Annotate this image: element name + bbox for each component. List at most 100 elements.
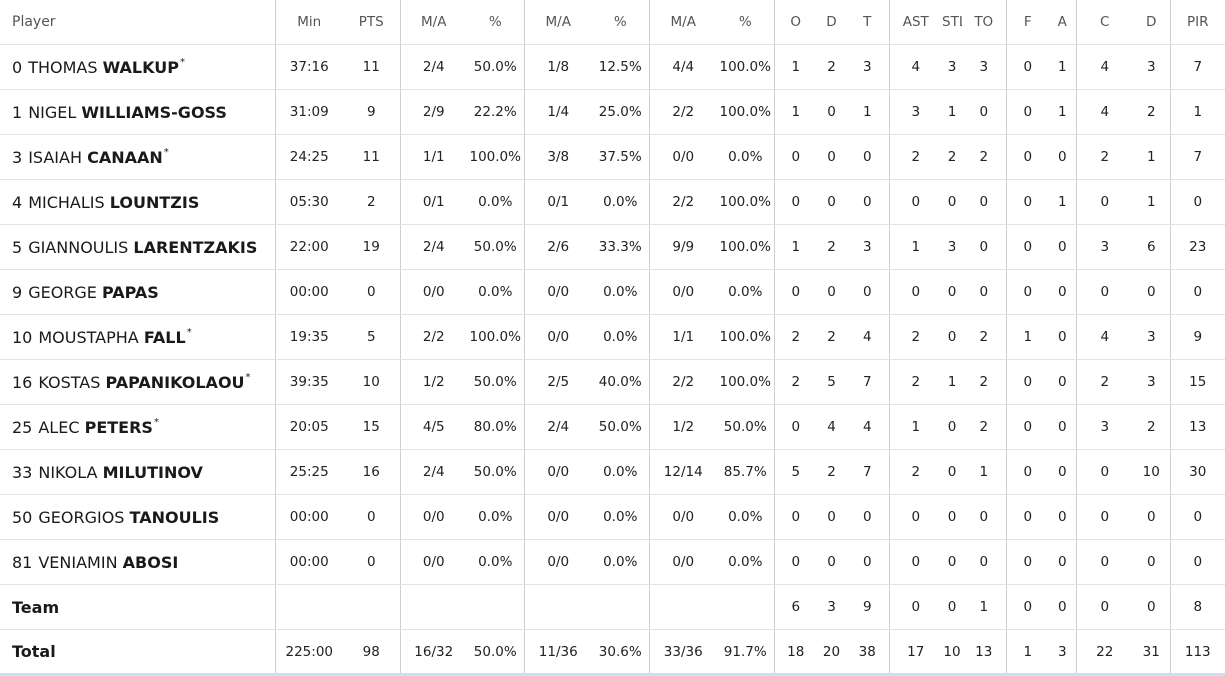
blocks-against-cell: 0 [1049,584,1077,630]
player-name-cell[interactable]: 4 MICHALIS LOUNTZIS [0,179,276,225]
player-last-name: PAPAS [102,282,159,302]
3pt-percent-cell [592,584,650,630]
2pt-percent-cell: 80.0% [467,404,525,450]
player-row[interactable]: 10 MOUSTAPHA FALL* 19:35 5 2/2 100.0% 0/0 0.0% 1… [0,314,1225,360]
turnovers-cell: 2 [962,359,1007,405]
header-turnovers[interactable]: TO [962,0,1007,45]
header-2pt-made-attempted[interactable]: M/A [400,0,467,45]
pir-cell: 7 [1170,44,1225,90]
player-row[interactable]: 33 NIKOLA MILUTINOV 25:25 16 2/4 50.0% 0/0 0.0%… [0,449,1225,495]
offensive-rebounds-cell: 0 [774,179,817,225]
header-pts[interactable]: PTS [343,0,401,45]
3pt-made-attempted-cell: 0/0 [524,539,592,585]
ft-percent-cell: 50.0% [717,404,775,450]
ft-made-attempted-cell: 33/36 [649,629,717,676]
points-cell: 15 [343,404,401,450]
2pt-percent-cell: 0.0% [467,494,525,540]
3pt-made-attempted-cell: 3/8 [524,134,592,180]
defensive-rebounds-cell: 0 [817,269,846,315]
assists-cell: 2 [889,449,942,495]
2pt-made-attempted-cell: 0/1 [400,179,467,225]
header-steals[interactable]: STL [942,0,962,45]
player-first-name: NIGEL [28,102,77,122]
defensive-rebounds-cell: 0 [817,89,846,135]
fouls-drawn-cell: 3 [1133,359,1171,405]
header-blocks-against[interactable]: A [1049,0,1077,45]
header-fouls-drawn[interactable]: D [1133,0,1171,45]
turnovers-cell: 2 [962,314,1007,360]
player-row[interactable]: 25 ALEC PETERS* 20:05 15 4/5 80.0% 2/4 50.0% 1/2… [0,404,1225,450]
2pt-percent-cell: 0.0% [467,269,525,315]
player-name-cell[interactable]: 33 NIKOLA MILUTINOV [0,449,276,495]
assists-cell: 0 [889,269,942,315]
fouls-committed-cell: 3 [1076,224,1133,270]
2pt-percent-cell [467,584,525,630]
player-row[interactable]: 50 GEORGIOS TANOULIS 00:00 0 0/0 0.0% 0/0 0.0% 0… [0,494,1225,540]
offensive-rebounds-cell: 1 [774,89,817,135]
3pt-percent-cell: 12.5% [592,44,650,90]
minutes-cell: 20:05 [275,404,343,450]
header-fouls-committed[interactable]: C [1076,0,1133,45]
blocks-against-cell: 0 [1049,359,1077,405]
fouls-committed-cell: 4 [1076,44,1133,90]
header-min[interactable]: Min [275,0,343,45]
ft-percent-cell: 0.0% [717,269,775,315]
player-row[interactable]: 81 VENIAMIN ABOSI 00:00 0 0/0 0.0% 0/0 0.0% 0/0 0… [0,539,1225,585]
header-player[interactable]: Player [0,0,276,45]
player-row[interactable]: 5 GIANNOULIS LARENTZAKIS 22:00 19 2/4 50.0% 2/… [0,224,1225,270]
player-name-cell[interactable]: 5 GIANNOULIS LARENTZAKIS [0,224,276,270]
header-rebounds-total[interactable]: T [846,0,890,45]
player-name-cell[interactable]: 16 KOSTAS PAPANIKOLAOU* [0,359,276,405]
player-name-cell[interactable]: 0 THOMAS WALKUP* [0,44,276,90]
starter-marker: * [245,371,251,383]
header-pir[interactable]: PIR [1170,0,1225,45]
fouls-drawn-cell: 0 [1133,584,1171,630]
total-row: Total 225:00 98 16/32 50.0% 11/36 30.6% 33/36 91… [0,629,1225,676]
header-ft-percent[interactable]: % [717,0,775,45]
assists-cell: 3 [889,89,942,135]
blocks-against-cell: 0 [1049,314,1077,360]
player-last-name: LOUNTZIS [109,192,200,212]
player-row[interactable]: 4 MICHALIS LOUNTZIS 05:30 2 0/1 0.0% 0/1 0.0% 2/… [0,179,1225,225]
3pt-made-attempted-cell: 0/0 [524,314,592,360]
3pt-made-attempted-cell: 0/0 [524,449,592,495]
total-rebounds-cell: 3 [846,224,890,270]
pir-cell: 0 [1170,539,1225,585]
assists-cell: 0 [889,179,942,225]
player-row[interactable]: 3 ISAIAH CANAAN* 24:25 11 1/1 100.0% 3/8 37.5% 0… [0,134,1225,180]
player-row[interactable]: 16 KOSTAS PAPANIKOLAOU* 39:35 10 1/2 50.0% 2/5… [0,359,1225,405]
fouls-committed-cell: 2 [1076,359,1133,405]
points-cell: 0 [343,269,401,315]
player-name-cell[interactable]: 25 ALEC PETERS* [0,404,276,450]
player-name-cell[interactable]: 9 GEORGE PAPAS [0,269,276,315]
player-row[interactable]: 1 NIGEL WILLIAMS-GOSS 31:09 9 2/9 22.2% 1/4 25.… [0,89,1225,135]
minutes-cell: 22:00 [275,224,343,270]
turnovers-cell: 1 [962,584,1007,630]
header-assists[interactable]: AST [889,0,942,45]
blocks-against-cell: 1 [1049,89,1077,135]
header-ft-made-attempted[interactable]: M/A [649,0,717,45]
fouls-drawn-cell: 6 [1133,224,1171,270]
player-name-cell[interactable]: 10 MOUSTAPHA FALL* [0,314,276,360]
header-3pt-percent[interactable]: % [592,0,650,45]
total-rebounds-cell: 4 [846,314,890,360]
header-blocks-favor[interactable]: F [1006,0,1049,45]
player-name-cell[interactable]: 1 NIGEL WILLIAMS-GOSS [0,89,276,135]
player-name-cell[interactable]: 81 VENIAMIN ABOSI [0,539,276,585]
turnovers-cell: 0 [962,539,1007,585]
steals-cell: 0 [942,539,962,585]
points-cell: 11 [343,134,401,180]
player-last-name: TANOULIS [129,507,220,527]
player-name-cell[interactable]: 3 ISAIAH CANAAN* [0,134,276,180]
header-rebounds-defensive[interactable]: D [817,0,846,45]
header-2pt-percent[interactable]: % [467,0,525,45]
header-rebounds-offensive[interactable]: O [774,0,817,45]
player-first-name: KOSTAS [38,372,101,392]
player-row[interactable]: 9 GEORGE PAPAS 00:00 0 0/0 0.0% 0/0 0.0% 0/0 0.0%… [0,269,1225,315]
player-name-cell[interactable]: 50 GEORGIOS TANOULIS [0,494,276,540]
player-row[interactable]: 0 THOMAS WALKUP* 37:16 11 2/4 50.0% 1/8 12.5% 4/… [0,44,1225,90]
header-3pt-made-attempted[interactable]: M/A [524,0,592,45]
total-rebounds-cell: 0 [846,494,890,540]
pir-cell: 7 [1170,134,1225,180]
